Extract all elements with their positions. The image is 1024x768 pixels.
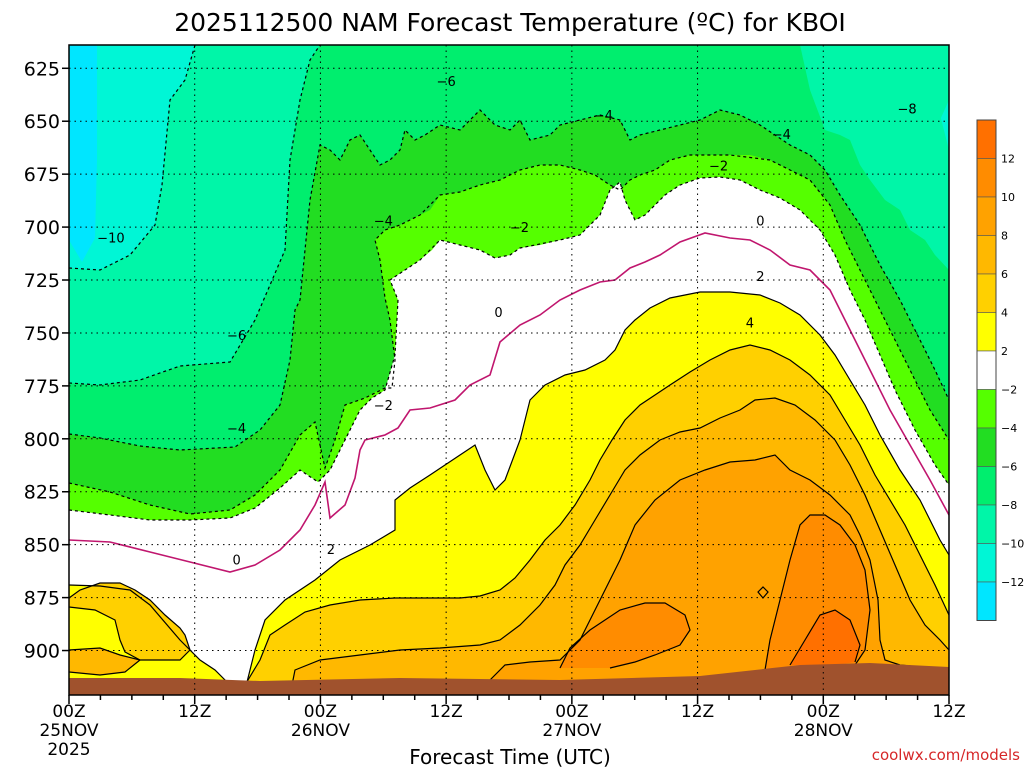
- contour-10: [559, 514, 871, 671]
- x-axis-label: Forecast Time (UTC): [409, 745, 611, 768]
- colorbar-label: −8: [1001, 499, 1017, 512]
- contour-minus8: [69, 45, 321, 386]
- contour-2: [69, 291, 949, 691]
- x-tick-label: 26NOV: [291, 721, 350, 741]
- contour-labels: −10 −8 −6 −6 −4 −4 −4 −4 −2 −2 −2 0 0 0 2 2 4: [97, 75, 917, 569]
- contour-label: −8: [898, 103, 917, 118]
- contour-4: [69, 344, 949, 686]
- x-tick-label: 12Z: [681, 702, 714, 722]
- contour-6: [69, 397, 949, 695]
- colorbar-swatch: [976, 350, 997, 390]
- colorbar: 12 10 8 6 4 2 −2 −4 −6 −8 −10 −12: [976, 119, 1024, 621]
- chart-title: 2025112500 NAM Forecast Temperature (ºC)…: [174, 8, 846, 37]
- contour-small-loop: [757, 586, 769, 599]
- contour-label: −2: [709, 160, 728, 175]
- y-tick-label: 875: [24, 588, 60, 610]
- x-tick-label: 12Z: [430, 702, 463, 722]
- contour-label: −4: [772, 128, 791, 143]
- credit-text: coolwx.com/models: [872, 746, 1020, 764]
- y-tick-label: 675: [24, 164, 60, 186]
- colorbar-label: −12: [1001, 576, 1024, 589]
- y-tick-label: 900: [24, 641, 60, 663]
- x-tick-label: 27NOV: [542, 721, 601, 741]
- colorbar-swatch: [976, 427, 997, 467]
- contour-label: 0: [494, 306, 502, 321]
- band-6a: [69, 648, 140, 675]
- y-tick-label: 825: [24, 482, 60, 504]
- colorbar-label: 10: [1001, 191, 1015, 204]
- y-tick-label: 750: [24, 323, 60, 345]
- colorbar-label: −10: [1001, 538, 1024, 551]
- y-tick-label: 625: [24, 58, 60, 80]
- colorbar-label: 2: [1001, 345, 1008, 358]
- y-tick-label: 800: [24, 429, 60, 451]
- contour-label: −2: [510, 221, 529, 236]
- colorbar-swatch: [976, 196, 997, 236]
- contour-label: 0: [756, 215, 764, 230]
- x-tick-label: 2025: [47, 740, 90, 760]
- colorbar-label: −4: [1001, 422, 1017, 435]
- contour-label: 4: [746, 316, 754, 331]
- colorbar-label: −2: [1001, 384, 1017, 397]
- ground-terrain: [69, 663, 949, 695]
- colorbar-swatch: [976, 273, 997, 313]
- colorbar-frame: [976, 119, 997, 621]
- grid: [68, 45, 950, 695]
- contour-label: −4: [374, 215, 393, 230]
- ground: [69, 663, 949, 695]
- x-tick-label: 28NOV: [794, 721, 853, 741]
- contour-0: [69, 232, 949, 573]
- x-tick-label: 25NOV: [39, 721, 98, 741]
- contour-12: [789, 609, 861, 666]
- band-4: [69, 583, 190, 660]
- colorbar-swatch: [976, 235, 997, 275]
- contour-label: −6: [227, 329, 246, 344]
- y-axis: 625 650 675 700 725 750 775 800 825 850 875 900: [24, 58, 69, 663]
- colorbar-swatch: [976, 158, 997, 198]
- band-10: [560, 603, 690, 668]
- x-tick-label: 12Z: [178, 702, 211, 722]
- y-tick-label: 700: [24, 217, 60, 239]
- contour-label: −6: [437, 75, 456, 90]
- contour-8: [489, 454, 949, 681]
- contour-label: −4: [227, 422, 246, 437]
- colorbar-swatch: [976, 389, 997, 429]
- contour-label: −4: [594, 109, 613, 124]
- contour-label: 2: [756, 270, 764, 285]
- contour-minus10: [69, 45, 196, 271]
- y-tick-label: 850: [24, 535, 60, 557]
- x-tick-label: 00Z: [555, 702, 588, 722]
- x-tick-label: 00Z: [52, 702, 85, 722]
- x-tick-label: 12Z: [932, 702, 965, 722]
- colorbar-swatch: [976, 543, 997, 583]
- colorbar-swatch: [976, 312, 997, 352]
- y-tick-label: 650: [24, 111, 60, 133]
- colorbar-label: −6: [1001, 461, 1017, 474]
- y-tick-label: 725: [24, 270, 60, 292]
- contour-label: −10: [97, 232, 124, 247]
- colorbar-swatch: [976, 119, 997, 159]
- colorbar-label: 8: [1001, 230, 1008, 243]
- y-tick-label: 775: [24, 376, 60, 398]
- colorbar-swatch: [976, 581, 997, 621]
- contour-lines: [69, 45, 949, 695]
- band-12: [790, 610, 860, 666]
- colorbar-label: 6: [1001, 268, 1008, 281]
- x-tick-label: 00Z: [304, 702, 337, 722]
- colorbar-swatch: [976, 466, 997, 506]
- contour-label: 2: [327, 543, 335, 558]
- plot-fills: [69, 45, 949, 695]
- contour-label: −2: [374, 399, 393, 414]
- colorbar-swatch: [976, 504, 997, 544]
- x-tick-label: 00Z: [807, 702, 840, 722]
- contour-label: 0: [232, 553, 240, 568]
- colorbar-label: 4: [1001, 307, 1008, 320]
- colorbar-label: 12: [1001, 153, 1015, 166]
